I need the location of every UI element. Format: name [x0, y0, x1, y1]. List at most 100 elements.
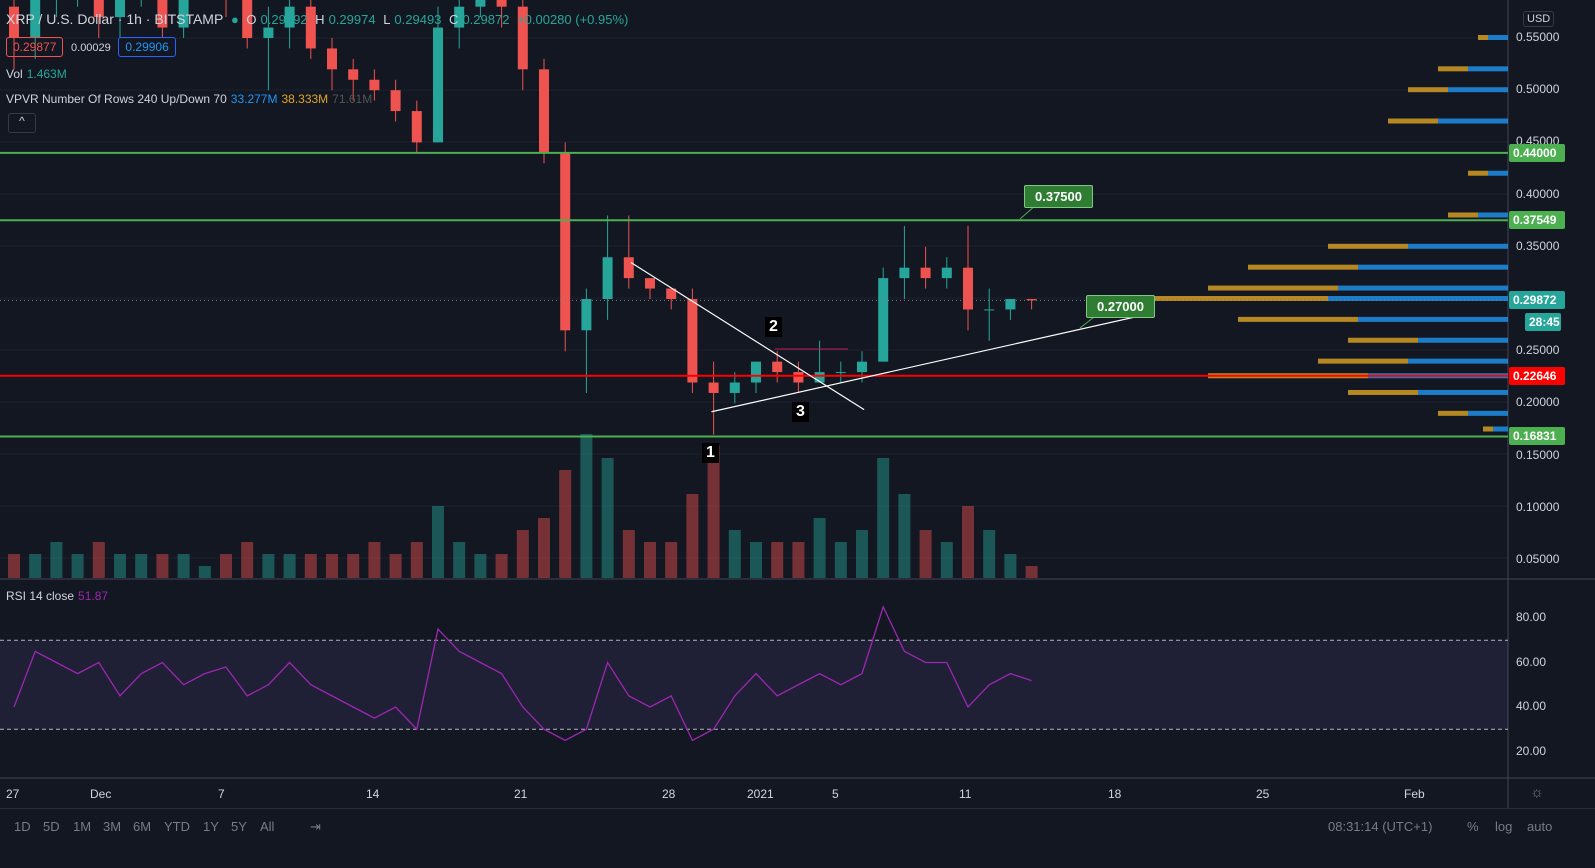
vpvr-down-bar [1238, 316, 1358, 322]
volume-bar [877, 458, 890, 578]
trendline [711, 313, 1151, 413]
collapse-legend-button[interactable]: ^ [8, 113, 36, 133]
volume-bar [665, 542, 678, 578]
volume-bar [601, 458, 614, 578]
price-tag-0.22646: 0.22646 [1509, 366, 1565, 385]
chart-canvas[interactable] [0, 0, 1595, 808]
time-tick: 18 [1108, 787, 1122, 801]
vpvr-down-bar [1448, 212, 1478, 218]
volume-bar [686, 494, 699, 578]
settings-gear-icon[interactable]: ☼ [1530, 784, 1544, 801]
price-note-027[interactable]: 0.27000 [1086, 295, 1155, 318]
sell-button[interactable]: 0.29877 [6, 37, 64, 57]
time-tick: 11 [959, 787, 972, 801]
range-ytd[interactable]: YTD [164, 819, 190, 834]
vpvr-down-bar [1478, 35, 1488, 40]
goto-date-icon[interactable]: ⇥ [310, 819, 321, 834]
candle-body [1005, 299, 1016, 310]
price-tick: 0.25000 [1516, 343, 1560, 358]
log-toggle[interactable]: log [1495, 819, 1513, 834]
candle-body [963, 267, 973, 310]
vpvr-up-bar [1488, 170, 1508, 176]
candle-body [899, 267, 910, 279]
clock[interactable]: 08:31:14 (UTC+1) [1328, 819, 1433, 834]
bottom-toolbar: 1D 5D 1M 3M 6M YTD 1Y 5Y All ⇥ 08:31:14 … [0, 808, 1595, 845]
volume-bar [241, 542, 254, 578]
auto-toggle[interactable]: auto [1527, 819, 1553, 834]
volume-bar [1025, 566, 1038, 578]
range-3m[interactable]: 3M [103, 819, 122, 834]
candle-body [284, 6, 295, 28]
volume-bar [644, 542, 656, 578]
volume-bar [453, 542, 466, 578]
close-label: C [449, 12, 459, 27]
open-label: O [246, 12, 257, 27]
price-tag-0.37549: 0.37549 [1509, 211, 1565, 230]
candle-body [327, 48, 337, 70]
price-note-0375[interactable]: 0.37500 [1024, 185, 1093, 208]
range-1d[interactable]: 1D [14, 819, 31, 834]
bid-ask: 0.29877 0.00029 0.29906 [6, 37, 180, 57]
price-tag-0.44000: 0.44000 [1509, 143, 1565, 162]
time-tick: 21 [514, 787, 528, 801]
candle-body [369, 79, 380, 91]
rsi-tick: 40.00 [1516, 699, 1547, 713]
vpvr-down-bar [1328, 243, 1408, 249]
buy-button[interactable]: 0.29906 [118, 37, 176, 57]
range-all[interactable]: All [260, 819, 275, 834]
candle-body [93, 0, 104, 18]
candle-body [475, 0, 486, 7]
vpvr-up: 33.277M [230, 92, 278, 106]
high-value: 0.29974 [328, 12, 376, 27]
marker-2[interactable]: 2 [765, 317, 782, 337]
close-value: 0.29872 [462, 12, 510, 27]
volume-bar [962, 506, 974, 578]
range-1m[interactable]: 1M [73, 819, 92, 834]
volume-bar [29, 554, 42, 578]
volume-bar [92, 542, 105, 578]
candle-body [835, 372, 846, 374]
volume-bar [516, 530, 529, 578]
vpvr-up-bar [1468, 66, 1508, 72]
vpvr-up-bar [1358, 264, 1508, 270]
vpvr-down-bar [1483, 426, 1493, 432]
symbol-title: XRP / U.S. Dollar · 1h · BITSTAMP [6, 11, 224, 27]
volume-bar [495, 554, 508, 578]
vpvr-up-bar [1438, 118, 1508, 124]
candle-body [878, 278, 889, 362]
time-tick: Feb [1404, 787, 1425, 801]
rsi-line [13, 605, 1032, 742]
currency-button[interactable]: USD [1523, 11, 1555, 27]
time-tick: 27 [6, 787, 20, 801]
vpvr-down-bar [1318, 358, 1408, 364]
volume-bar [622, 530, 635, 578]
vpvr-up-bar [1408, 243, 1508, 249]
vpvr-up-bar [1338, 285, 1508, 291]
bar-countdown: 28:45 [1525, 313, 1561, 331]
price-tag-0.16831: 0.16831 [1509, 427, 1565, 446]
range-5y[interactable]: 5Y [231, 819, 247, 834]
candle-body [666, 288, 677, 299]
volume-bar [580, 434, 593, 578]
range-5d[interactable]: 5D [43, 819, 60, 834]
vpvr-down-bar [1388, 118, 1438, 124]
time-tick: 5 [832, 787, 839, 801]
candle-body [729, 382, 740, 393]
price-tick: 0.55000 [1516, 30, 1560, 44]
range-1y[interactable]: 1Y [203, 819, 219, 834]
candle-body [390, 90, 401, 112]
percent-toggle[interactable]: % [1467, 819, 1479, 834]
marker-1[interactable]: 1 [702, 443, 719, 463]
volume-bar [262, 554, 275, 578]
candle-body [496, 0, 507, 7]
time-tick: 28 [662, 787, 676, 801]
candle-body [793, 372, 804, 383]
range-6m[interactable]: 6M [133, 819, 152, 834]
time-tick: Dec [90, 787, 112, 801]
marker-3[interactable]: 3 [792, 402, 809, 422]
candle-body [581, 299, 592, 331]
volume-bar [114, 554, 126, 578]
market-status-icon: ● [230, 12, 239, 27]
volume-bar [220, 554, 232, 578]
volume-legend: Vol 1.463M [6, 67, 71, 81]
